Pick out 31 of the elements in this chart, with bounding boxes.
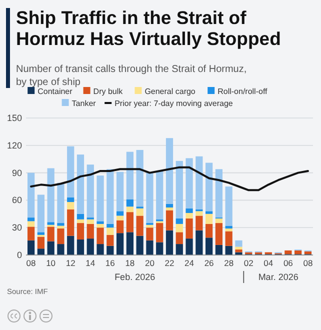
y-tick-label: 30 xyxy=(12,222,22,233)
y-tick-label: 150 xyxy=(6,113,22,123)
y-tick-label: 0 xyxy=(16,250,22,260)
x-tick-label: 24 xyxy=(184,258,194,268)
chart-subtitle: Number of transit calls through the Strait of Hormuz, by type of ship xyxy=(16,64,247,88)
chart-title: Ship Traffic in the Strait of Hormuz Has Virtually Stopped xyxy=(16,7,281,49)
legend-label: Dry bulk xyxy=(93,87,124,96)
legend-label: Container xyxy=(38,87,73,96)
x-tick-label: 16 xyxy=(105,258,116,268)
x-tick-label: 14 xyxy=(86,258,96,268)
x-tick-label: 18 xyxy=(125,258,135,268)
x-tick-label: 20 xyxy=(144,258,155,268)
y-tick-label: 60 xyxy=(12,195,22,206)
x-tick-label: 26 xyxy=(204,258,214,268)
x-tick-label: 04 xyxy=(264,258,274,268)
x-tick-label: 28 xyxy=(224,258,234,268)
x-tick-label: 22 xyxy=(164,258,174,268)
x-tick-label: 02 xyxy=(244,258,254,268)
legend-label: Prior year: 7-day moving average xyxy=(114,99,234,108)
legend-label: Roll-on/roll-off xyxy=(218,87,268,96)
x-tick-label: 08 xyxy=(26,258,36,268)
y-tick-label: 120 xyxy=(6,140,22,150)
text: Feb. 2026 xyxy=(114,272,156,282)
text: Mar. 2026 xyxy=(258,272,298,282)
legend-label: General cargo xyxy=(144,87,196,96)
x-tick-label: 12 xyxy=(66,258,76,268)
x-tick-label: 06 xyxy=(283,258,294,268)
y-tick-label: 90 xyxy=(12,168,22,178)
x-tick-label: 10 xyxy=(46,258,56,268)
x-tick-label: 08 xyxy=(303,258,313,268)
legend-label: Tanker xyxy=(72,99,96,108)
